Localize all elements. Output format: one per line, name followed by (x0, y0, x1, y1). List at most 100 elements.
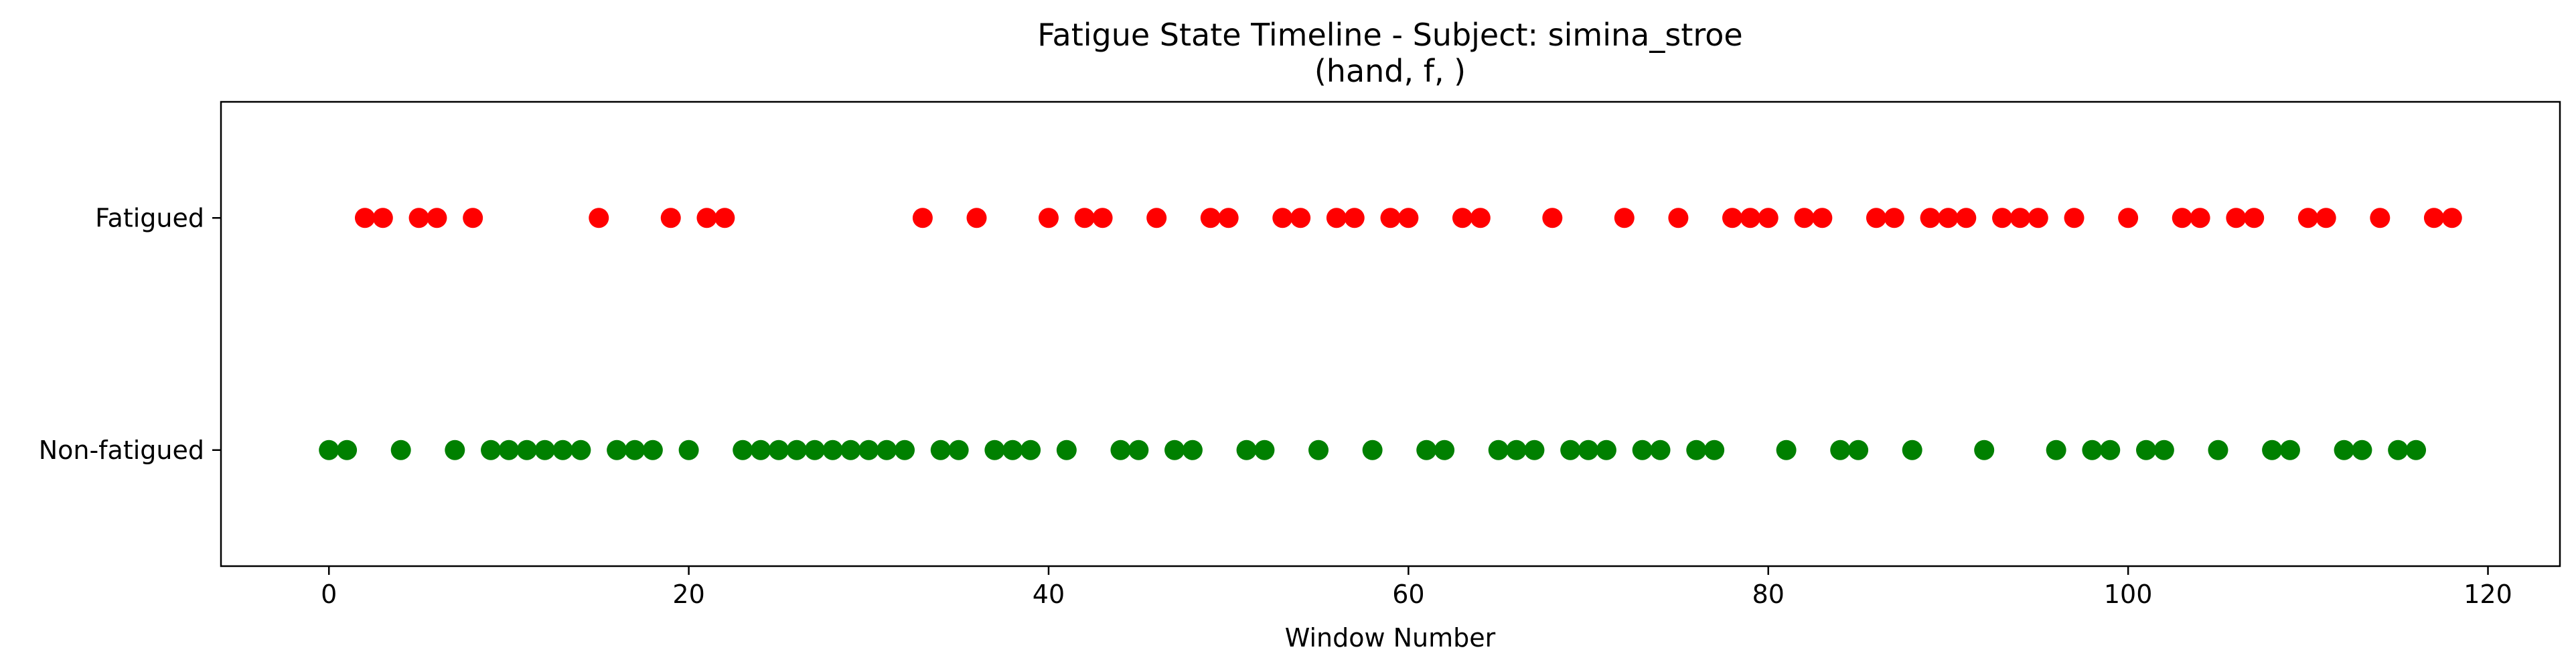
non-fatigued-point (2100, 440, 2121, 460)
non-fatigued-point (1308, 440, 1329, 460)
fatigued-point (1938, 208, 1959, 228)
non-fatigued-point (1020, 440, 1041, 460)
non-fatigued-point (571, 440, 591, 460)
non-fatigued-point (319, 440, 339, 460)
fatigued-point (2297, 208, 2318, 228)
fatigued-point (1326, 208, 1347, 228)
fatigued-point (1038, 208, 1059, 228)
non-fatigued-point (2388, 440, 2409, 460)
fatigued-point (1866, 208, 1886, 228)
non-fatigued-point (624, 440, 645, 460)
non-fatigued-point (751, 440, 771, 460)
fatigued-point (1956, 208, 1977, 228)
non-fatigued-point (1254, 440, 1275, 460)
non-fatigued-point (984, 440, 1005, 460)
fatigued-point (1740, 208, 1760, 228)
non-fatigued-point (2334, 440, 2354, 460)
x-tick-label: 60 (1392, 580, 1424, 609)
x-axis: 0 20 40 60 80 100 120 (321, 566, 2512, 609)
fatigued-point (1884, 208, 1904, 228)
non-fatigued-point (2153, 440, 2174, 460)
plot-area (220, 100, 2561, 567)
fatigued-point (1668, 208, 1689, 228)
fatigued-point (2226, 208, 2247, 228)
non-fatigued-point (2352, 440, 2372, 460)
non-fatigued-point (1632, 440, 1653, 460)
fatigued-point (660, 208, 681, 228)
fatigued-point (427, 208, 447, 228)
non-fatigued-point (481, 440, 502, 460)
fatigued-point (912, 208, 933, 228)
fatigued-point (2064, 208, 2085, 228)
fatigued-point (1722, 208, 1743, 228)
non-fatigued-point (337, 440, 358, 460)
fatigued-point (1992, 208, 2013, 228)
y-tick-label: Fatigued (95, 203, 204, 232)
non-fatigued-point (1416, 440, 1437, 460)
fatigued-point (1758, 208, 1778, 228)
non-fatigued-point (2262, 440, 2283, 460)
non-fatigued-point (1236, 440, 1257, 460)
non-fatigued-point (1776, 440, 1797, 460)
non-fatigued-point (733, 440, 753, 460)
y-tick-label: Non-fatigued (39, 435, 204, 465)
fatigued-point (1452, 208, 1472, 228)
non-fatigued-point (1182, 440, 1203, 460)
non-fatigued-point (1596, 440, 1616, 460)
x-tick-label: 20 (672, 580, 704, 609)
non-fatigued-point (1524, 440, 1545, 460)
non-fatigued-point (498, 440, 519, 460)
non-fatigued-point (534, 440, 555, 460)
non-fatigued-point (2279, 440, 2300, 460)
non-fatigued-point (2046, 440, 2066, 460)
fatigued-point (1218, 208, 1239, 228)
fatigued-point (372, 208, 393, 228)
fatigued-point (1920, 208, 1941, 228)
non-fatigued-point (1578, 440, 1599, 460)
non-fatigued-point (1704, 440, 1725, 460)
fatigued-point (408, 208, 429, 228)
non-fatigued-point (786, 440, 807, 460)
non-fatigued-point (2406, 440, 2427, 460)
x-tick-label: 40 (1033, 580, 1065, 609)
y-axis: Non-fatigued Fatigued (39, 203, 221, 465)
non-fatigued-point (1650, 440, 1671, 460)
fatigued-point (1380, 208, 1401, 228)
non-fatigued-point (1164, 440, 1185, 460)
fatigued-point (2423, 208, 2444, 228)
fatigued-point (966, 208, 987, 228)
non-fatigued-point (516, 440, 537, 460)
non-fatigued-point (840, 440, 861, 460)
x-tick-label: 120 (2464, 580, 2512, 609)
non-fatigued-point (1110, 440, 1131, 460)
non-fatigued-point (1488, 440, 1509, 460)
x-tick-label: 80 (1752, 580, 1785, 609)
fatigued-point (1812, 208, 1833, 228)
non-fatigued-point (948, 440, 969, 460)
fatigued-point (2441, 208, 2462, 228)
fatigued-point (1794, 208, 1815, 228)
data-points (319, 208, 2462, 460)
fatigued-point (714, 208, 735, 228)
fatigued-point (2010, 208, 2030, 228)
non-fatigued-point (930, 440, 951, 460)
non-fatigued-point (1974, 440, 1995, 460)
non-fatigued-point (1902, 440, 1922, 460)
fatigued-point (2244, 208, 2265, 228)
fatigued-point (354, 208, 375, 228)
non-fatigued-point (2136, 440, 2157, 460)
x-tick-label: 0 (321, 580, 337, 609)
fatigued-point (2370, 208, 2391, 228)
non-fatigued-point (1056, 440, 1077, 460)
fatigued-point (2118, 208, 2139, 228)
fatigued-point (1200, 208, 1221, 228)
non-fatigued-point (445, 440, 465, 460)
non-fatigued-point (1686, 440, 1707, 460)
non-fatigued-point (390, 440, 411, 460)
fatigued-point (1614, 208, 1635, 228)
non-fatigued-point (1506, 440, 1527, 460)
chart-title: Fatigue State Timeline - Subject: simina… (1037, 17, 1742, 53)
chart-subtitle: (hand, f, ) (1314, 53, 1466, 89)
non-fatigued-point (804, 440, 825, 460)
